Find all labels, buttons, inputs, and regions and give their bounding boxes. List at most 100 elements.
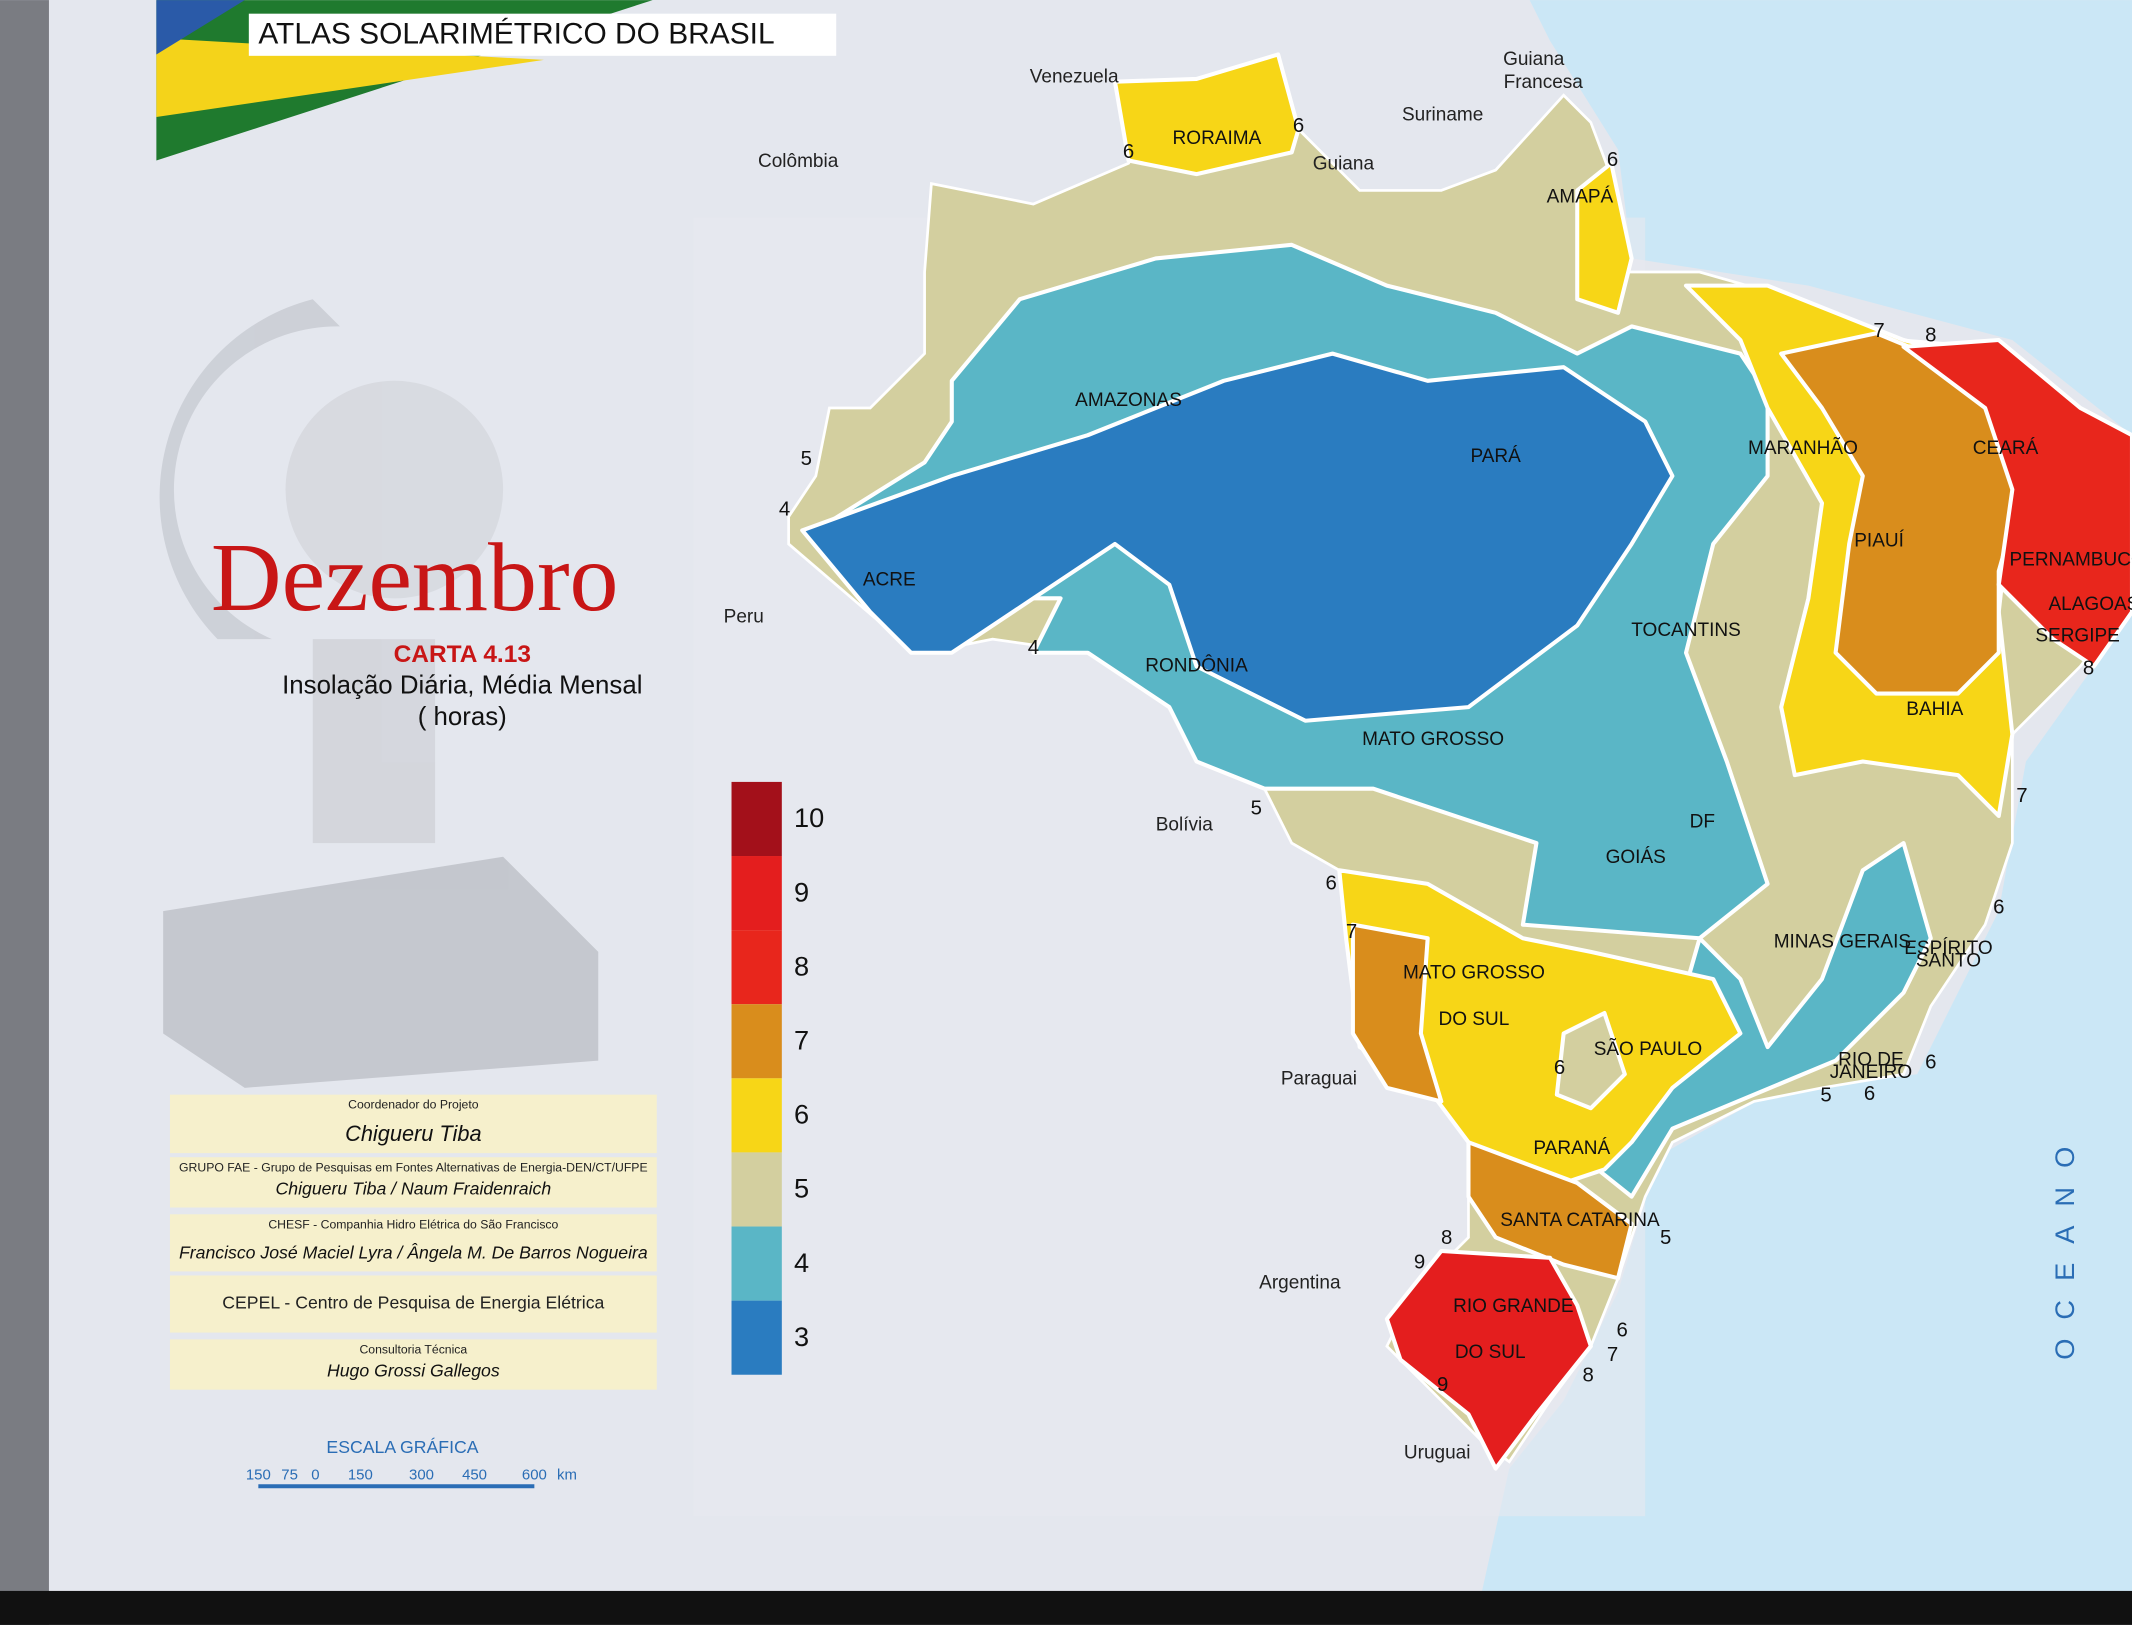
credit-names: Hugo Grossi Gallegos xyxy=(327,1361,500,1381)
isoline-label: 6 xyxy=(1607,149,1618,171)
isoline-label: 7 xyxy=(1346,921,1357,943)
legend-label: 9 xyxy=(794,876,809,907)
country-label: Francesa xyxy=(1504,72,1584,93)
legend-label: 7 xyxy=(794,1024,809,1055)
isoline-label: 6 xyxy=(1554,1057,1565,1079)
instrument-arc xyxy=(159,299,340,640)
state-label: AMAPÁ xyxy=(1547,186,1614,207)
legend-swatch xyxy=(731,1078,782,1153)
map-subtitle: Insolação Diária, Média Mensal xyxy=(282,672,642,700)
scale-tick-label: 75 xyxy=(281,1466,298,1483)
credit-box xyxy=(169,1275,657,1333)
isoline-label: 4 xyxy=(779,498,790,520)
isoline-label: 7 xyxy=(1873,320,1884,342)
country-label: Paraguai xyxy=(1281,1069,1357,1090)
credit-box xyxy=(169,1094,657,1154)
chart-number: CARTA 4.13 xyxy=(394,641,531,668)
credit-role: GRUPO FAE - Grupo de Pesquisas em Fontes… xyxy=(179,1160,648,1174)
scale-tick-label: 300 xyxy=(409,1466,434,1483)
state-label: PARANÁ xyxy=(1533,1138,1610,1159)
scale-tick-label: 450 xyxy=(462,1466,487,1483)
scale-title: ESCALA GRÁFICA xyxy=(326,1437,478,1457)
credit-role: CEPEL - Centro de Pesquisa de Energia El… xyxy=(222,1293,604,1313)
instrument-sphere xyxy=(285,380,504,599)
legend-swatch xyxy=(731,856,782,931)
legend-swatch xyxy=(731,1226,782,1301)
credit-names: Chigueru Tiba xyxy=(345,1121,481,1146)
ocean-label: OCEANO xyxy=(2049,1128,2080,1360)
state-label: ALAGOAS xyxy=(2048,594,2132,615)
state-label: SANTA CATARINA xyxy=(1500,1210,1660,1231)
legend-label: 3 xyxy=(794,1321,809,1352)
state-label: MINAS GERAIS xyxy=(1774,931,1911,952)
insolation-zone xyxy=(1112,52,1301,177)
isoline-label: 6 xyxy=(1325,872,1336,894)
isoline-label: 6 xyxy=(1616,1320,1627,1342)
state-label: SANTO xyxy=(1916,950,1981,971)
ocean xyxy=(1482,0,2132,1591)
country-label: Peru xyxy=(724,606,764,627)
legend-label: 4 xyxy=(794,1247,809,1278)
insolation-zone xyxy=(800,351,1675,723)
state-label: MATO GROSSO xyxy=(1403,963,1545,984)
isoline-label: 6 xyxy=(1123,141,1134,163)
scale-tick-label: 150 xyxy=(348,1466,373,1483)
state-label: SÃO PAULO xyxy=(1594,1038,1703,1060)
country-label: Uruguai xyxy=(1404,1443,1471,1464)
state-label: RONDÔNIA xyxy=(1145,654,1248,676)
legend-label: 5 xyxy=(794,1173,809,1204)
legend-swatch xyxy=(731,1152,782,1227)
scale-tick-label: 150 xyxy=(246,1466,271,1483)
isoline-label: 7 xyxy=(1607,1344,1618,1366)
map-labels: VenezuelaGuianaFrancesaSurinameGuianaCol… xyxy=(724,49,2132,1464)
isoline-label: 5 xyxy=(1251,797,1262,819)
state-label: PERNAMBUCO xyxy=(2009,549,2132,570)
state-label: PIAUÍ xyxy=(1854,530,1904,551)
insolation-zone xyxy=(1466,1140,1634,1281)
credit-box xyxy=(169,1157,657,1208)
credits: Coordenador do Projeto Chigueru Tiba GRUPO… xyxy=(169,1094,657,1390)
credit-role: Consultoria Técnica xyxy=(359,1342,467,1356)
state-label: JANEIRO xyxy=(1830,1062,1912,1083)
scale-bar: ESCALA GRÁFICA 150 75 0 150 300 450 600 km xyxy=(246,1437,577,1489)
state-label: SERGIPE xyxy=(2035,625,2120,646)
state-label: PARÁ xyxy=(1470,446,1521,467)
credit-role: CHESF - Companhia Hidro Elétrica do São … xyxy=(268,1217,558,1231)
flag-yellow xyxy=(156,38,544,118)
country-label: Colômbia xyxy=(758,151,839,172)
bottom-edge xyxy=(0,1590,2132,1625)
isoline-label: 6 xyxy=(1864,1083,1875,1105)
state-label: GOIÁS xyxy=(1606,847,1666,868)
state-label: DF xyxy=(1690,812,1715,833)
country-label: Argentina xyxy=(1259,1273,1341,1294)
legend-swatch xyxy=(731,781,782,857)
state-label: ACRE xyxy=(863,570,916,591)
isoline-label: 7 xyxy=(2016,785,2027,807)
state-label: MATO GROSSO xyxy=(1362,729,1504,750)
isoline-label: 8 xyxy=(1925,324,1936,346)
state-label: CEARÁ xyxy=(1973,438,2039,459)
country-label: Guiana xyxy=(1503,49,1565,70)
legend-label: 6 xyxy=(794,1099,809,1130)
credit-box xyxy=(169,1339,657,1390)
state-label: DO SUL xyxy=(1439,1009,1510,1030)
isoline-label: 8 xyxy=(1582,1364,1593,1386)
isoline-label: 9 xyxy=(1437,1374,1448,1396)
state-label: RIO GRANDE xyxy=(1453,1296,1573,1317)
isoline-label: 8 xyxy=(1441,1227,1452,1249)
isoline-label: 5 xyxy=(1820,1084,1831,1106)
instrument-illustration xyxy=(159,299,599,1088)
credit-box xyxy=(169,1214,657,1272)
isoline-label: 5 xyxy=(801,448,812,470)
insolation-zone xyxy=(1554,1011,1627,1111)
country-label: Guiana xyxy=(1313,154,1375,175)
legend-label: 10 xyxy=(794,802,824,833)
state-label: DO SUL xyxy=(1455,1342,1526,1363)
scale-unit: km xyxy=(557,1466,577,1483)
isoline-label: 9 xyxy=(1414,1252,1425,1274)
state-label: AMAZONAS xyxy=(1075,390,1182,411)
binding-edge xyxy=(0,0,49,1625)
credit-names: Chigueru Tiba / Naum Fraidenraich xyxy=(276,1178,552,1198)
isoline-label: 8 xyxy=(2083,657,2094,679)
